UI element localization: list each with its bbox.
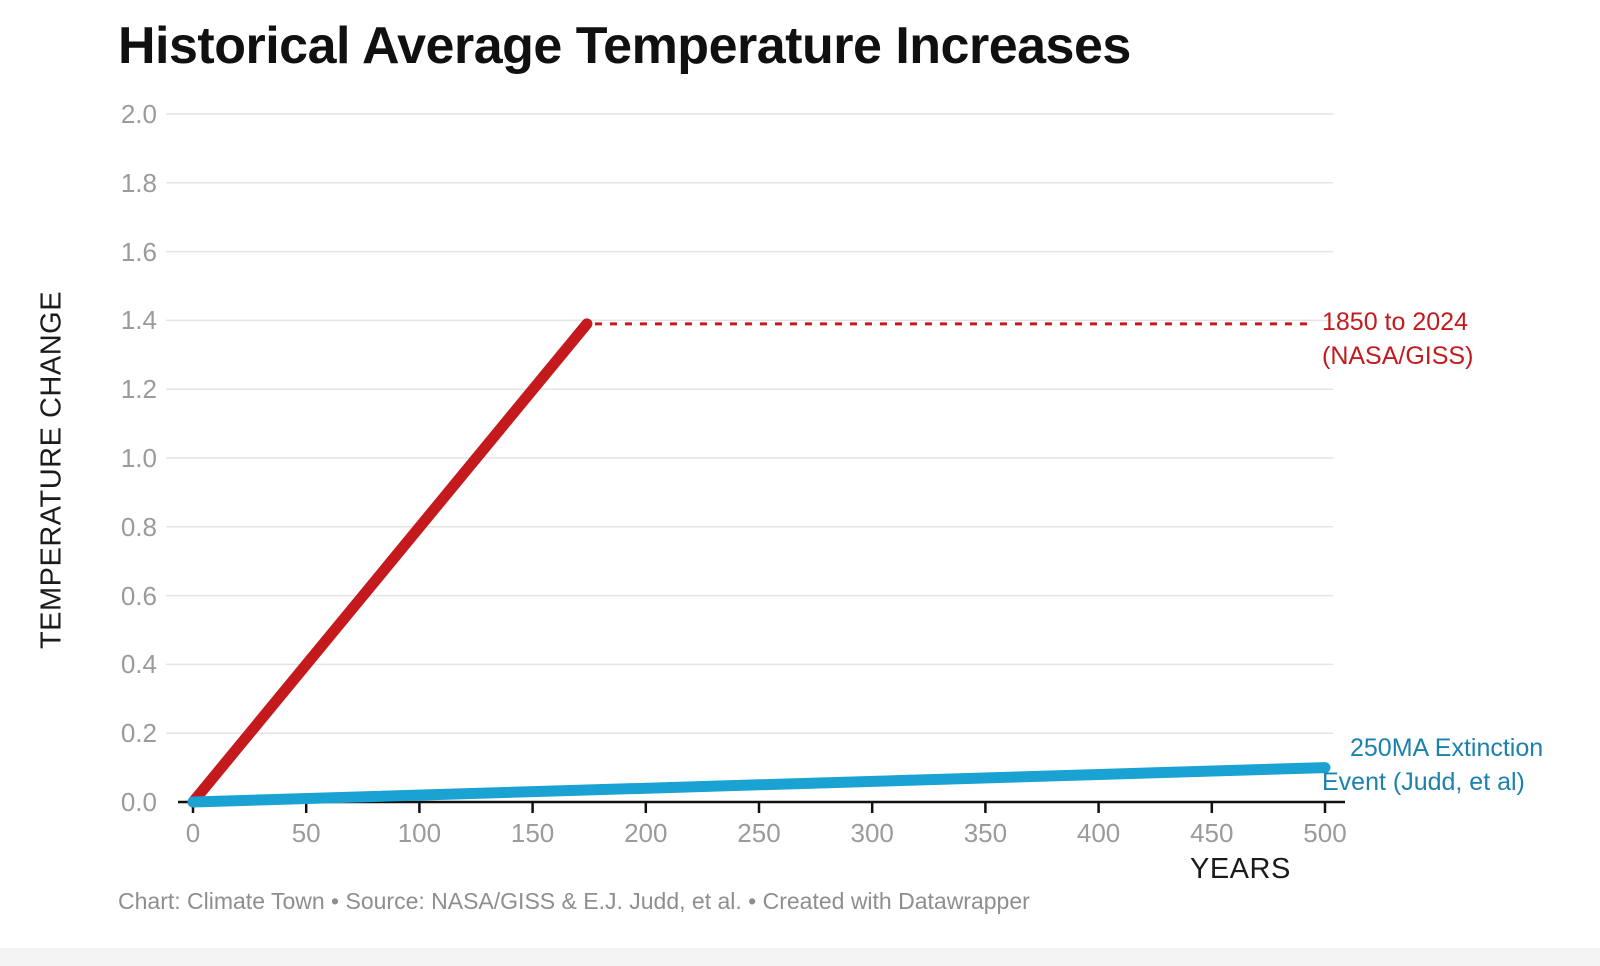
footer-attribution: Chart: Climate Town • Source: NASA/GISS …	[118, 888, 1030, 914]
y-tick-label: 0.2	[120, 718, 157, 749]
x-tick-label: 50	[291, 818, 321, 848]
annotation-blue-line-2: Event (Judd, et al)	[1322, 768, 1525, 796]
y-tick-label: 1.6	[120, 236, 157, 267]
x-tick-label: 500	[1303, 818, 1347, 848]
bottom-strip	[0, 948, 1600, 966]
series-line	[187, 762, 1331, 808]
x-tick-label: 100	[397, 818, 442, 848]
y-tick-label: 0.4	[120, 649, 157, 680]
y-tick-label: 1.8	[120, 167, 157, 198]
y-tick-label: 0.0	[120, 787, 157, 817]
y-tick-label: 1.2	[120, 374, 157, 405]
x-tick-label: 200	[624, 818, 668, 848]
x-tick-label: 150	[510, 818, 555, 848]
x-tick-label: 0	[185, 818, 201, 848]
x-axis-title: YEARS	[1190, 853, 1291, 885]
y-tick-label: 2.0	[120, 99, 157, 129]
x-tick-label: 350	[963, 818, 1008, 848]
x-tick-label: 400	[1076, 818, 1121, 848]
annotation-red-line-2: (NASA/GISS)	[1322, 342, 1474, 370]
annotation-blue-line-1: 250MA Extinction	[1350, 734, 1544, 762]
x-tick-label: 300	[850, 818, 894, 848]
x-tick-label: 450	[1190, 818, 1234, 848]
series-line	[187, 318, 593, 808]
y-tick-label: 1.4	[120, 305, 157, 336]
x-tick-label: 250	[737, 818, 781, 848]
chart-title: Historical Average Temperature Increases	[118, 17, 1131, 75]
annotation-red-line-1: 1850 to 2024	[1322, 308, 1468, 336]
y-tick-label: 0.6	[120, 580, 157, 611]
y-tick-label: 0.8	[120, 511, 157, 542]
y-tick-label: 1.0	[120, 443, 157, 473]
